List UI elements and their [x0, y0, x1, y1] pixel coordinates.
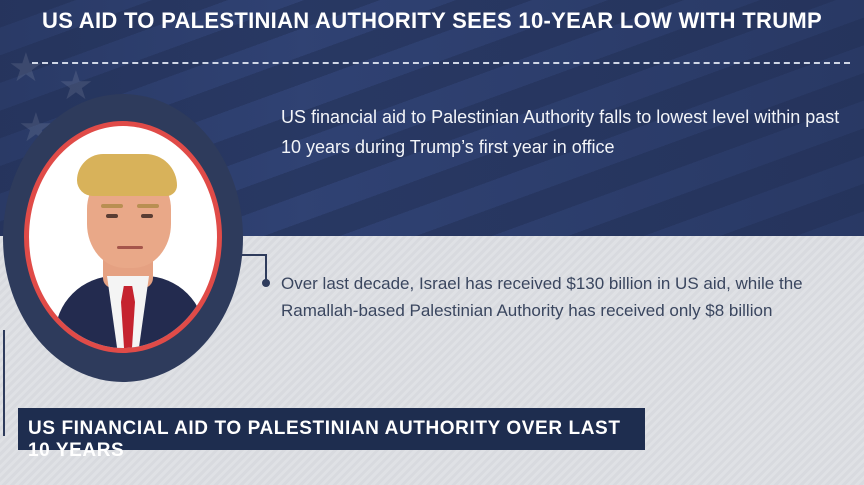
connector-vertical [265, 254, 267, 284]
connector-horizontal [235, 254, 267, 256]
portrait-eye-right [141, 214, 153, 218]
portrait-eye-left [106, 214, 118, 218]
fact-bottom-text: Over last decade, Israel has received $1… [281, 274, 803, 320]
connector-dot [262, 279, 270, 287]
title-divider [32, 62, 850, 64]
fact-top-text: US financial aid to Palestinian Authorit… [281, 107, 840, 157]
section-label-box [18, 408, 645, 450]
portrait-illustration [29, 126, 217, 348]
page-title: US AID TO PALESTINIAN AUTHORITY SEES 10-… [42, 8, 822, 33]
portrait-tie [121, 286, 135, 348]
left-connector-line [3, 330, 5, 436]
portrait-brow-left [101, 204, 123, 208]
portrait-hair [77, 154, 177, 196]
portrait-mouth [117, 246, 143, 249]
portrait-photo [24, 121, 222, 353]
portrait-brow-right [137, 204, 159, 208]
section-label: US FINANCIAL AID TO PALESTINIAN AUTHORIT… [28, 418, 621, 461]
